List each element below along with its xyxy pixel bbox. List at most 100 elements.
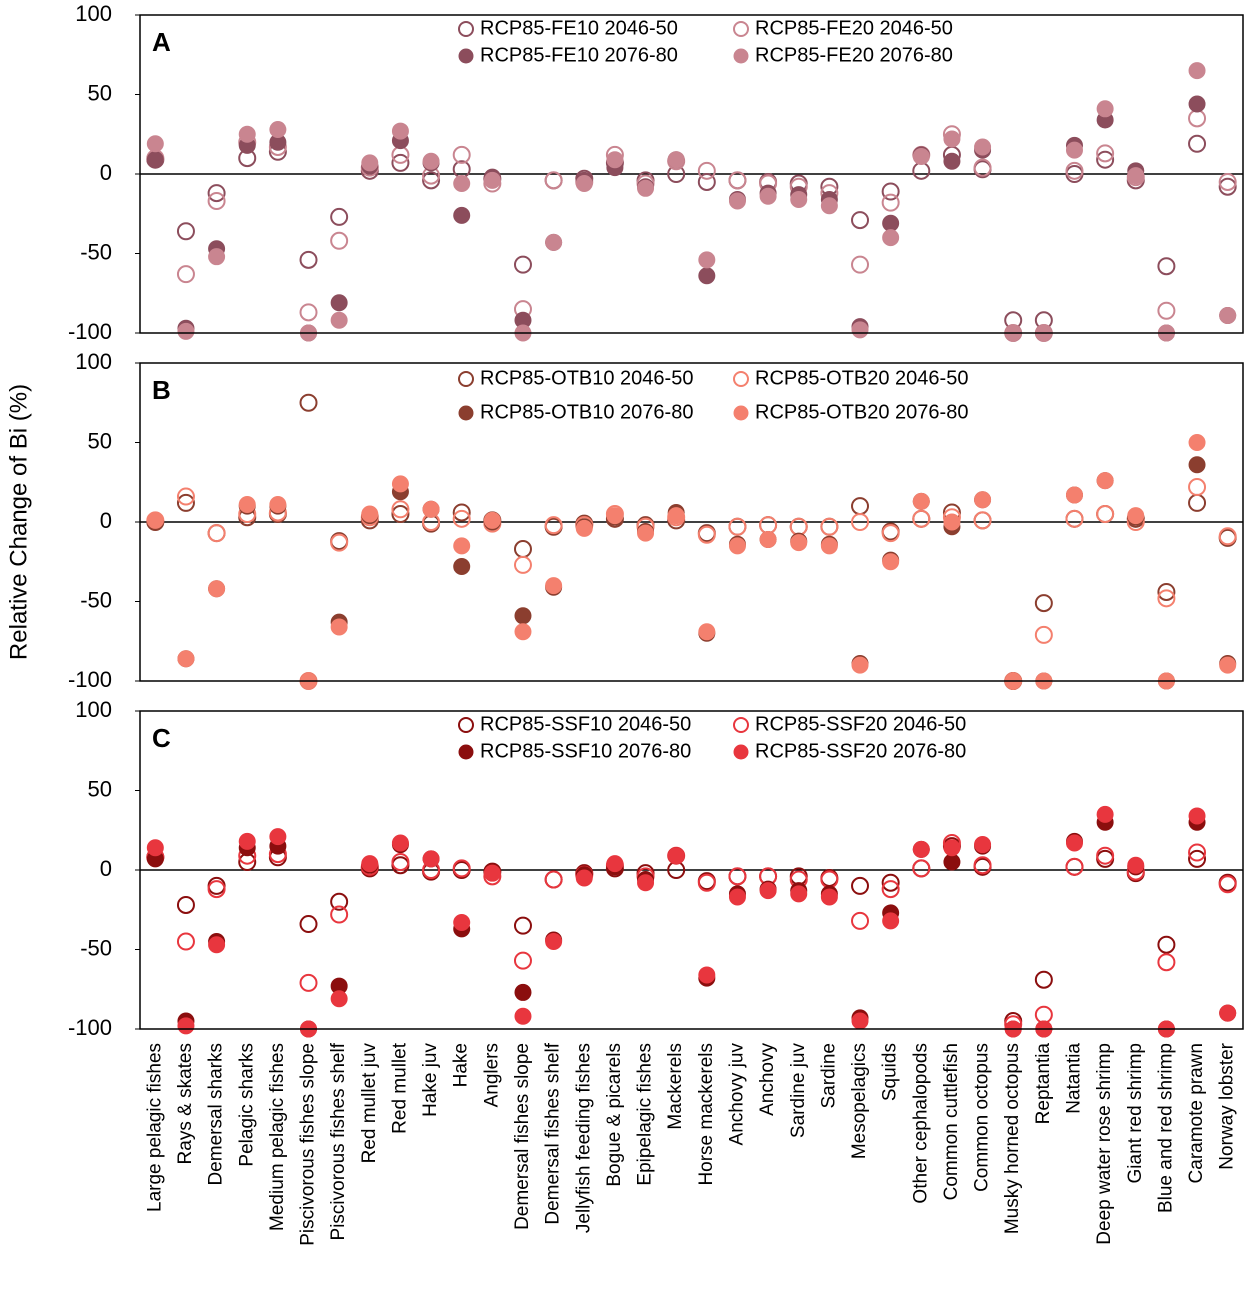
data-point — [453, 913, 471, 931]
data-point — [912, 509, 931, 528]
y-tick-label: -100 — [68, 1015, 112, 1040]
legend-marker — [458, 405, 474, 421]
x-tick-label: Sardine — [818, 1043, 839, 1109]
data-point — [1157, 257, 1176, 276]
x-tick-label: Deep water rose shrimp — [1094, 1043, 1115, 1245]
data-point — [1218, 172, 1237, 191]
x-tick-label: Norway lobster — [1217, 1042, 1238, 1169]
data-point — [697, 873, 716, 892]
x-tick-label: Caramote prawn — [1186, 1043, 1207, 1183]
y-tick-label: 0 — [100, 160, 112, 185]
data-point — [146, 511, 164, 529]
data-point — [299, 973, 318, 992]
data-point — [728, 867, 747, 886]
x-tick-label: Other cephalopods — [910, 1043, 931, 1204]
data-point — [882, 229, 900, 247]
data-point — [330, 892, 349, 911]
x-tick-label: Sardine juv — [788, 1043, 809, 1139]
legend-label: RCP85-FE10 2046-50 — [480, 17, 678, 39]
y-axis-label: Relative Change of Bi (%) — [5, 384, 32, 660]
data-point — [330, 618, 348, 636]
data-point — [176, 265, 195, 284]
data-point — [728, 888, 746, 906]
data-point — [1065, 509, 1084, 528]
data-point — [667, 847, 685, 865]
data-point — [208, 936, 226, 954]
data-point — [790, 190, 808, 208]
data-point — [299, 303, 318, 322]
x-tick-label: Medium pelagic fishes — [267, 1043, 288, 1231]
data-point — [912, 840, 930, 858]
data-point — [698, 251, 716, 269]
data-point — [851, 911, 870, 930]
data-point — [452, 145, 471, 164]
x-tick-label: Hake — [451, 1043, 472, 1087]
data-point — [513, 540, 532, 559]
y-tick-label: 100 — [75, 1, 112, 26]
data-point — [697, 525, 716, 544]
y-tick-label: 100 — [75, 349, 112, 374]
data-point — [453, 175, 471, 193]
data-point — [1218, 527, 1237, 546]
data-point — [238, 832, 256, 850]
data-point — [1188, 843, 1207, 862]
data-point — [943, 853, 961, 871]
legend-marker — [733, 48, 749, 64]
data-point — [514, 607, 532, 625]
data-point — [452, 503, 471, 522]
data-point — [391, 500, 410, 519]
plot-frame — [139, 710, 1244, 1030]
data-point — [1218, 177, 1237, 196]
data-point — [881, 873, 900, 892]
data-point — [391, 505, 410, 524]
data-point — [973, 856, 992, 875]
plot-frame — [139, 14, 1244, 334]
data-point — [882, 553, 900, 571]
data-point — [299, 915, 318, 934]
data-point — [177, 650, 195, 668]
x-tick-label: Demersal sharks — [206, 1043, 227, 1186]
data-point — [912, 492, 930, 510]
data-point — [1096, 150, 1115, 169]
data-point — [1188, 134, 1207, 153]
data-point — [759, 530, 777, 548]
legend-marker — [458, 371, 474, 387]
data-point — [1188, 62, 1206, 80]
data-point — [881, 182, 900, 201]
data-point — [1219, 307, 1237, 325]
data-point — [697, 172, 716, 191]
legend-label: RCP85-FE20 2046-50 — [755, 17, 953, 39]
legend-marker — [733, 405, 749, 421]
y-tick-label: -50 — [80, 239, 112, 264]
x-tick-label: Demersal fishes shelf — [543, 1042, 564, 1224]
data-point — [545, 577, 563, 595]
data-point — [1065, 141, 1083, 159]
x-tick-label: Anglers — [481, 1043, 502, 1107]
data-point — [851, 321, 869, 339]
x-tick-label: Piscivorous fishes slope — [298, 1043, 319, 1246]
y-tick-label: 0 — [100, 508, 112, 533]
legend-marker — [733, 21, 749, 37]
data-point — [1188, 493, 1207, 512]
data-point — [1188, 849, 1207, 868]
data-point — [176, 895, 195, 914]
data-point — [1065, 161, 1084, 180]
data-point — [452, 859, 471, 878]
data-point — [238, 125, 256, 143]
data-point — [637, 179, 655, 197]
data-point — [851, 255, 870, 274]
data-point — [269, 496, 287, 514]
data-point — [207, 524, 226, 543]
x-tick-label: Large pelagic fishes — [144, 1043, 165, 1212]
data-point — [697, 161, 716, 180]
data-point — [483, 511, 501, 529]
data-point — [820, 197, 838, 215]
data-point — [513, 951, 532, 970]
x-tick-label: Giant red shrimp — [1125, 1043, 1146, 1183]
legend-marker — [458, 717, 474, 733]
x-tick-label: Blue and red shrimp — [1155, 1043, 1176, 1213]
data-point — [514, 983, 532, 1001]
data-point — [790, 885, 808, 903]
x-tick-label: Horse mackerels — [696, 1043, 717, 1186]
